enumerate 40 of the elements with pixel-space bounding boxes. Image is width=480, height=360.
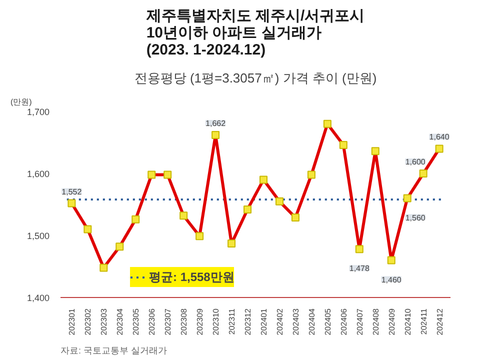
x-tick-label: 202312 (244, 308, 253, 336)
x-tick-label: 202307 (164, 308, 173, 336)
data-label: 1,662 (206, 119, 226, 128)
y-tick-label: 1,400 (26, 293, 50, 303)
y-tick-label: 1,700 (26, 107, 50, 117)
y-tick-label: 1,600 (26, 169, 50, 179)
x-tick-label: 202412 (435, 308, 444, 336)
x-tick-label: 202402 (275, 308, 284, 336)
data-label: 1,640 (429, 132, 450, 142)
x-tick-label: 202306 (148, 308, 157, 336)
x-tick-label: 202301 (68, 308, 77, 336)
data-label: 1,460 (381, 275, 402, 284)
chart-subtitle: 전용평당 (1평=3.3057㎡) 가격 추이 (만원) (134, 70, 377, 86)
x-tick-label: 202409 (387, 308, 396, 336)
y-axis-title: (만원) (10, 98, 32, 106)
x-tick-label: 202410 (403, 308, 412, 336)
x-tick-label: 202308 (180, 308, 189, 336)
x-tick-label: 202310 (212, 308, 221, 336)
x-tick-label: 202401 (259, 308, 268, 336)
x-tick-label: 202303 (100, 308, 109, 336)
x-tick-label: 202403 (291, 308, 300, 336)
text: 자료: 국토교통부 실거래가 (60, 346, 168, 356)
x-tick-label: 202411 (419, 308, 428, 335)
x-tick-label: 202309 (196, 308, 205, 336)
chart-title: 제주특별자치도 제주시/서귀포시 10년이하 아파트 실거래가 (2023. 1-2024.12) (145, 8, 365, 58)
data-label: 1,600 (405, 158, 426, 166)
x-tick-label: 202302 (84, 308, 93, 336)
x-tick-label: 202405 (323, 308, 332, 336)
x-tick-label: 202304 (116, 308, 125, 336)
x-tick-label: 202407 (355, 308, 364, 336)
x-tick-label: 202404 (307, 308, 316, 336)
data-label: 1,560 (405, 213, 426, 222)
data-label: 1,552 (62, 187, 82, 196)
x-tick-label: 202311 (228, 308, 237, 335)
x-tick-label: 202305 (132, 308, 141, 336)
legend-label: 평균: 1,558만원 (149, 268, 234, 286)
y-tick-label: 1,500 (26, 231, 50, 241)
data-label: 1,478 (349, 264, 370, 274)
x-tick-label: 202406 (339, 308, 348, 336)
x-tick-label: 202408 (371, 308, 380, 336)
